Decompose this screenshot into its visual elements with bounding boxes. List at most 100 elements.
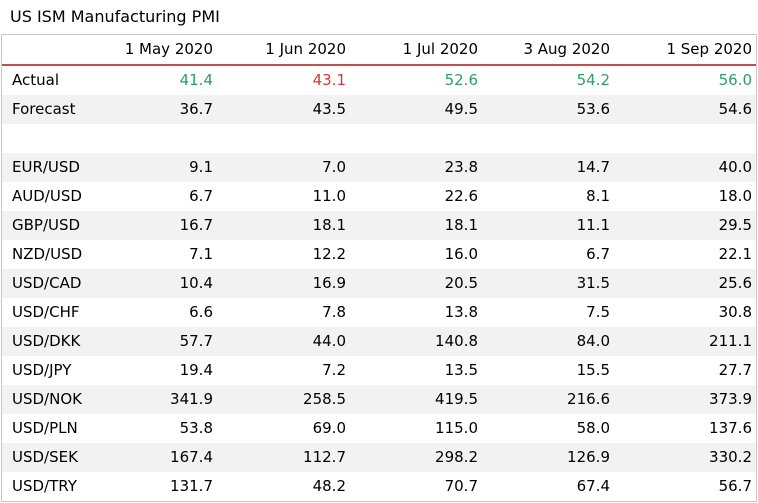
pair-value: 69.0 [217, 414, 350, 443]
header-date: 1 May 2020 [92, 35, 217, 66]
pair-value: 18.1 [217, 211, 350, 240]
forecast-row: Forecast 36.7 43.5 49.5 53.6 54.6 [2, 95, 756, 124]
table-title: US ISM Manufacturing PMI [10, 7, 220, 26]
pair-value: 67.4 [482, 472, 614, 501]
table-row: USD/DKK 57.7 44.0 140.8 84.0 211.1 [2, 327, 756, 356]
pair-value: 6.6 [92, 298, 217, 327]
pair-value: 84.0 [482, 327, 614, 356]
pair-label: USD/CAD [2, 269, 92, 298]
spacer-cell [482, 124, 614, 153]
pair-value: 23.8 [350, 153, 482, 182]
pair-value: 419.5 [350, 385, 482, 414]
pair-value: 7.2 [217, 356, 350, 385]
pair-value: 58.0 [482, 414, 614, 443]
pair-value: 112.7 [217, 443, 350, 472]
pair-label: USD/JPY [2, 356, 92, 385]
header-date: 1 Jul 2020 [350, 35, 482, 66]
pair-value: 140.8 [350, 327, 482, 356]
pair-value: 18.1 [350, 211, 482, 240]
pair-value: 16.9 [217, 269, 350, 298]
actual-value: 52.6 [350, 65, 482, 95]
pair-value: 16.0 [350, 240, 482, 269]
pair-value: 216.6 [482, 385, 614, 414]
table-row: USD/SEK 167.4 112.7 298.2 126.9 330.2 [2, 443, 756, 472]
pair-label: USD/NOK [2, 385, 92, 414]
pair-value: 6.7 [482, 240, 614, 269]
actual-value: 56.0 [614, 65, 756, 95]
pair-label: AUD/USD [2, 182, 92, 211]
pair-label: EUR/USD [2, 153, 92, 182]
pair-label: USD/PLN [2, 414, 92, 443]
pair-label: USD/DKK [2, 327, 92, 356]
pair-value: 25.6 [614, 269, 756, 298]
pair-value: 211.1 [614, 327, 756, 356]
pmi-table: 1 May 2020 1 Jun 2020 1 Jul 2020 3 Aug 2… [2, 35, 756, 501]
pair-value: 126.9 [482, 443, 614, 472]
header-cell-blank [2, 35, 92, 66]
pair-value: 11.1 [482, 211, 614, 240]
pair-value: 29.5 [614, 211, 756, 240]
header-date: 1 Sep 2020 [614, 35, 756, 66]
pair-value: 11.0 [217, 182, 350, 211]
pair-value: 70.7 [350, 472, 482, 501]
table-row: USD/PLN 53.8 69.0 115.0 58.0 137.6 [2, 414, 756, 443]
pair-value: 22.1 [614, 240, 756, 269]
forecast-value: 54.6 [614, 95, 756, 124]
spacer-cell [217, 124, 350, 153]
pair-label: NZD/USD [2, 240, 92, 269]
pair-value: 15.5 [482, 356, 614, 385]
row-label: Forecast [2, 95, 92, 124]
pair-value: 53.8 [92, 414, 217, 443]
pair-value: 27.7 [614, 356, 756, 385]
table-row: USD/CHF 6.6 7.8 13.8 7.5 30.8 [2, 298, 756, 327]
pair-value: 31.5 [482, 269, 614, 298]
spacer-cell [614, 124, 756, 153]
pair-value: 14.7 [482, 153, 614, 182]
pair-value: 30.8 [614, 298, 756, 327]
currency-pairs-body: EUR/USD 9.1 7.0 23.8 14.7 40.0 AUD/USD 6.7 11.0 2… [2, 153, 756, 501]
header-date: 3 Aug 2020 [482, 35, 614, 66]
pair-label: GBP/USD [2, 211, 92, 240]
pair-value: 16.7 [92, 211, 217, 240]
pair-value: 7.8 [217, 298, 350, 327]
pair-value: 40.0 [614, 153, 756, 182]
pair-value: 258.5 [217, 385, 350, 414]
pair-value: 10.4 [92, 269, 217, 298]
spacer-cell [2, 124, 92, 153]
table-row: EUR/USD 9.1 7.0 23.8 14.7 40.0 [2, 153, 756, 182]
forecast-value: 53.6 [482, 95, 614, 124]
actual-value: 41.4 [92, 65, 217, 95]
pair-value: 137.6 [614, 414, 756, 443]
pair-value: 7.1 [92, 240, 217, 269]
pair-value: 7.5 [482, 298, 614, 327]
row-label: Actual [2, 65, 92, 95]
actual-row: Actual 41.4 43.1 52.6 54.2 56.0 [2, 65, 756, 95]
pair-value: 131.7 [92, 472, 217, 501]
table-row: NZD/USD 7.1 12.2 16.0 6.7 22.1 [2, 240, 756, 269]
forecast-value: 49.5 [350, 95, 482, 124]
pair-value: 48.2 [217, 472, 350, 501]
pair-value: 22.6 [350, 182, 482, 211]
pair-value: 13.8 [350, 298, 482, 327]
pair-value: 330.2 [614, 443, 756, 472]
pair-label: USD/CHF [2, 298, 92, 327]
pair-value: 13.5 [350, 356, 482, 385]
pair-value: 44.0 [217, 327, 350, 356]
pair-value: 373.9 [614, 385, 756, 414]
pair-value: 341.9 [92, 385, 217, 414]
pair-value: 6.7 [92, 182, 217, 211]
pair-value: 9.1 [92, 153, 217, 182]
table-row: USD/NOK 341.9 258.5 419.5 216.6 373.9 [2, 385, 756, 414]
header-date: 1 Jun 2020 [217, 35, 350, 66]
table-row: USD/JPY 19.4 7.2 13.5 15.5 27.7 [2, 356, 756, 385]
pair-value: 298.2 [350, 443, 482, 472]
actual-value: 43.1 [217, 65, 350, 95]
pair-value: 167.4 [92, 443, 217, 472]
table-row: USD/CAD 10.4 16.9 20.5 31.5 25.6 [2, 269, 756, 298]
pair-label: USD/SEK [2, 443, 92, 472]
spacer-cell [92, 124, 217, 153]
pair-value: 56.7 [614, 472, 756, 501]
pair-value: 19.4 [92, 356, 217, 385]
table-row: AUD/USD 6.7 11.0 22.6 8.1 18.0 [2, 182, 756, 211]
pair-value: 7.0 [217, 153, 350, 182]
